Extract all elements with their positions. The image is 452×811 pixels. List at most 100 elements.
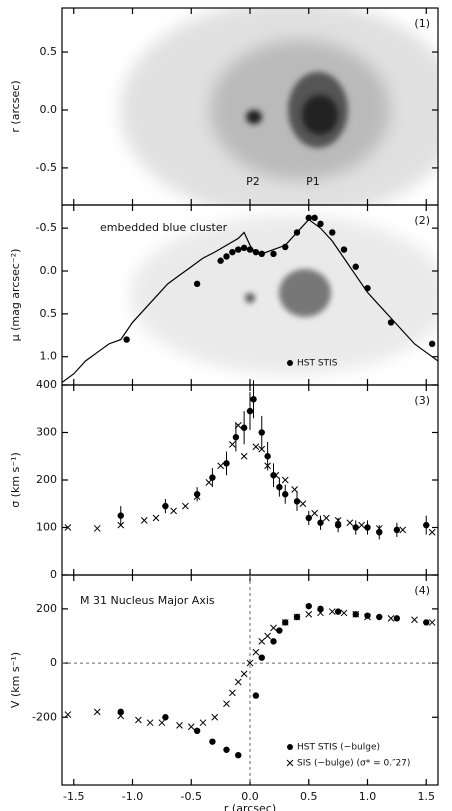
data-cross [246, 659, 254, 667]
legend-marker [287, 744, 293, 750]
data-point [428, 340, 436, 348]
data-cross [293, 613, 301, 621]
data-cross [170, 507, 177, 515]
data-point [246, 407, 254, 415]
legend-marker [286, 759, 294, 767]
data-point [223, 746, 230, 753]
data-point [311, 214, 318, 222]
y-tick-label: -0.5 [36, 221, 57, 234]
y-tick-label: 100 [36, 521, 57, 534]
data-cross [352, 610, 360, 618]
data-point [193, 727, 201, 735]
data-point [162, 502, 169, 510]
data-cross [358, 521, 365, 529]
data-cross [311, 509, 318, 517]
y-tick-label: 200 [36, 602, 57, 615]
panel-label: (2) [414, 214, 430, 227]
data-cross [93, 708, 101, 716]
data-point [209, 474, 216, 481]
data-point [334, 608, 342, 615]
data-cross [399, 526, 407, 534]
data-point [162, 714, 169, 721]
data-point [235, 751, 242, 759]
data-cross [346, 519, 354, 527]
data-cross [205, 479, 213, 486]
data-cross [299, 500, 307, 508]
legend-label: SIS (−bulge) (σ* = 0.″27) [297, 759, 410, 769]
data-point [264, 453, 271, 460]
x-tick-label: 0.0 [241, 790, 259, 803]
data-point [364, 524, 371, 531]
annotation: P2 [246, 175, 260, 188]
y-axis-label: V (km s⁻¹) [9, 652, 22, 708]
data-cross [411, 616, 418, 624]
data-cross [234, 678, 242, 686]
legend-label: HST STIS (−bulge) [297, 743, 380, 753]
data-cross [240, 670, 248, 678]
data-point [317, 605, 324, 613]
data-cross [234, 422, 242, 429]
y-tick-label: 1.0 [40, 350, 58, 363]
data-cross [258, 638, 266, 645]
data-point [305, 602, 312, 610]
data-cross [117, 712, 125, 720]
data-point [270, 638, 277, 645]
y-tick-label: -0.5 [36, 161, 57, 174]
data-point [193, 280, 201, 288]
x-axis-label: r (arcsec) [224, 802, 276, 811]
y-tick-label: 300 [36, 426, 57, 439]
data-point [364, 612, 371, 619]
data-point [305, 214, 312, 222]
data-cross [199, 719, 207, 727]
profile-line [61, 218, 439, 383]
data-point [352, 524, 359, 531]
nucleus-image [120, 8, 438, 205]
data-point [240, 424, 248, 431]
x-tick-label: 0.5 [300, 790, 318, 803]
data-point [293, 498, 301, 505]
data-cross [93, 525, 101, 532]
y-tick-label: 0.5 [40, 307, 58, 320]
data-cross [146, 719, 154, 727]
data-point [393, 615, 401, 622]
data-cross [340, 609, 348, 617]
annotation: embedded blue cluster [100, 221, 228, 234]
x-tick-label: -0.5 [181, 790, 202, 803]
data-point [235, 246, 242, 253]
data-point [252, 692, 260, 699]
data-cross [211, 713, 219, 721]
y-axis-label: r (arcsec) [9, 80, 22, 132]
y-tick-label: 0.0 [40, 103, 58, 116]
data-cross [117, 521, 125, 529]
data-point [193, 491, 201, 498]
data-point [223, 253, 230, 260]
x-tick-label: -1.5 [63, 790, 84, 803]
data-point [223, 460, 230, 467]
data-cross [328, 608, 336, 615]
data-point [376, 613, 383, 621]
data-point [250, 396, 257, 403]
data-point [423, 619, 430, 626]
data-point [317, 519, 324, 526]
data-point [276, 483, 283, 491]
data-cross [281, 619, 289, 626]
data-point [340, 246, 348, 253]
data-cross [323, 514, 330, 522]
data-cross [272, 471, 280, 479]
data-cross [64, 524, 72, 531]
annotation: P1 [306, 175, 320, 188]
data-cross [305, 610, 313, 618]
panel-label: (4) [414, 584, 430, 597]
data-point [229, 248, 236, 256]
data-cross [364, 613, 371, 621]
y-tick-label: 0.5 [40, 45, 58, 58]
data-cross [217, 462, 224, 470]
data-point [276, 627, 283, 634]
data-cross [64, 711, 72, 718]
y-tick-label: 0.0 [40, 264, 58, 277]
data-cross [140, 517, 148, 524]
data-point [423, 521, 430, 529]
data-point [258, 654, 265, 661]
nucleus-image-faint [130, 215, 438, 375]
data-cross [317, 609, 324, 617]
